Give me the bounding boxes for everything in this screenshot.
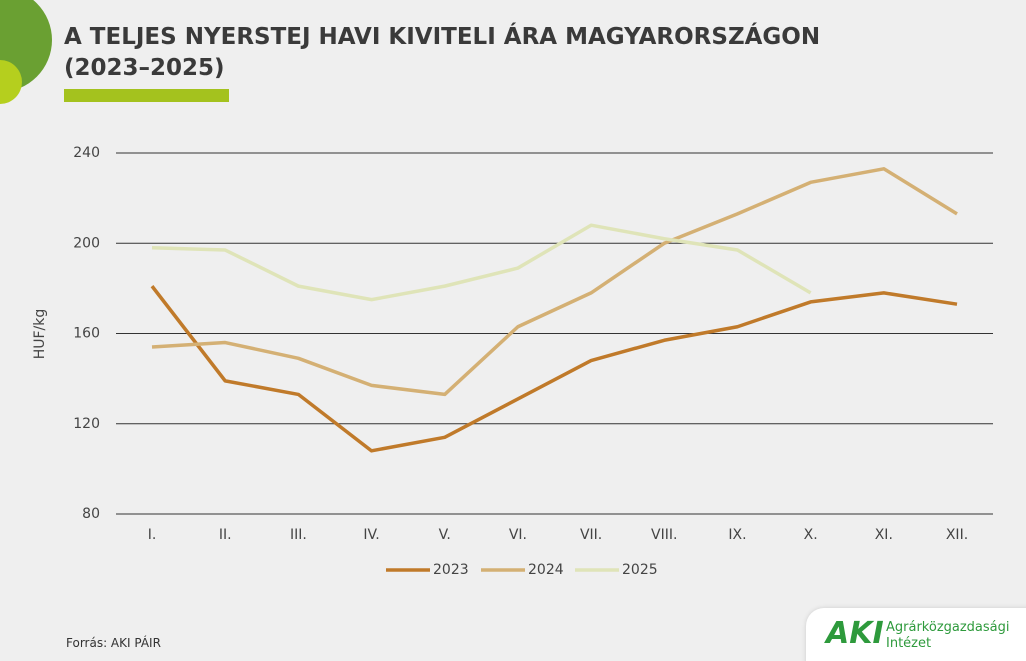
legend-label: 2023 bbox=[433, 562, 469, 578]
logo: AKI Agrárközgazdasági Intézet bbox=[806, 608, 1026, 661]
y-tick-label: 80 bbox=[82, 506, 100, 522]
x-tick-label: V. bbox=[439, 527, 451, 543]
x-tick-label: II. bbox=[219, 527, 232, 543]
series-line bbox=[151, 167, 958, 397]
chart-title: A TELJES NYERSTEJ HAVI KIVITELI ÁRA MAGY… bbox=[64, 24, 821, 81]
x-tick-label: IV. bbox=[363, 527, 379, 543]
series-line bbox=[151, 223, 812, 302]
logo-text: Intézet bbox=[886, 636, 932, 651]
series-line bbox=[150, 285, 958, 453]
y-tick-label: 160 bbox=[73, 326, 100, 342]
x-tick-label: VIII. bbox=[651, 527, 677, 543]
logo-text: Agrárközgazdasági bbox=[886, 620, 1010, 635]
y-tick-label: 200 bbox=[73, 235, 100, 251]
y-axis-label: HUF/kg bbox=[32, 309, 48, 360]
x-tick-label: VI. bbox=[509, 527, 527, 543]
x-tick-label: XII. bbox=[946, 527, 968, 543]
x-tick-label: IX. bbox=[728, 527, 746, 543]
decor-circle bbox=[0, 60, 22, 104]
logo-abbr: AKI bbox=[826, 616, 884, 651]
x-tick-label: I. bbox=[148, 527, 157, 543]
legend-label: 2025 bbox=[622, 562, 658, 578]
x-tick-label: III. bbox=[290, 527, 307, 543]
x-tick-label: XI. bbox=[875, 527, 893, 543]
legend-label: 2024 bbox=[528, 562, 564, 578]
title-underline bbox=[64, 89, 229, 102]
x-tick-label: VII. bbox=[580, 527, 602, 543]
y-tick-label: 240 bbox=[73, 145, 100, 161]
source: Forrás: AKI PÁIR bbox=[66, 636, 161, 650]
x-tick-label: X. bbox=[804, 527, 818, 543]
y-tick-label: 120 bbox=[73, 416, 100, 432]
